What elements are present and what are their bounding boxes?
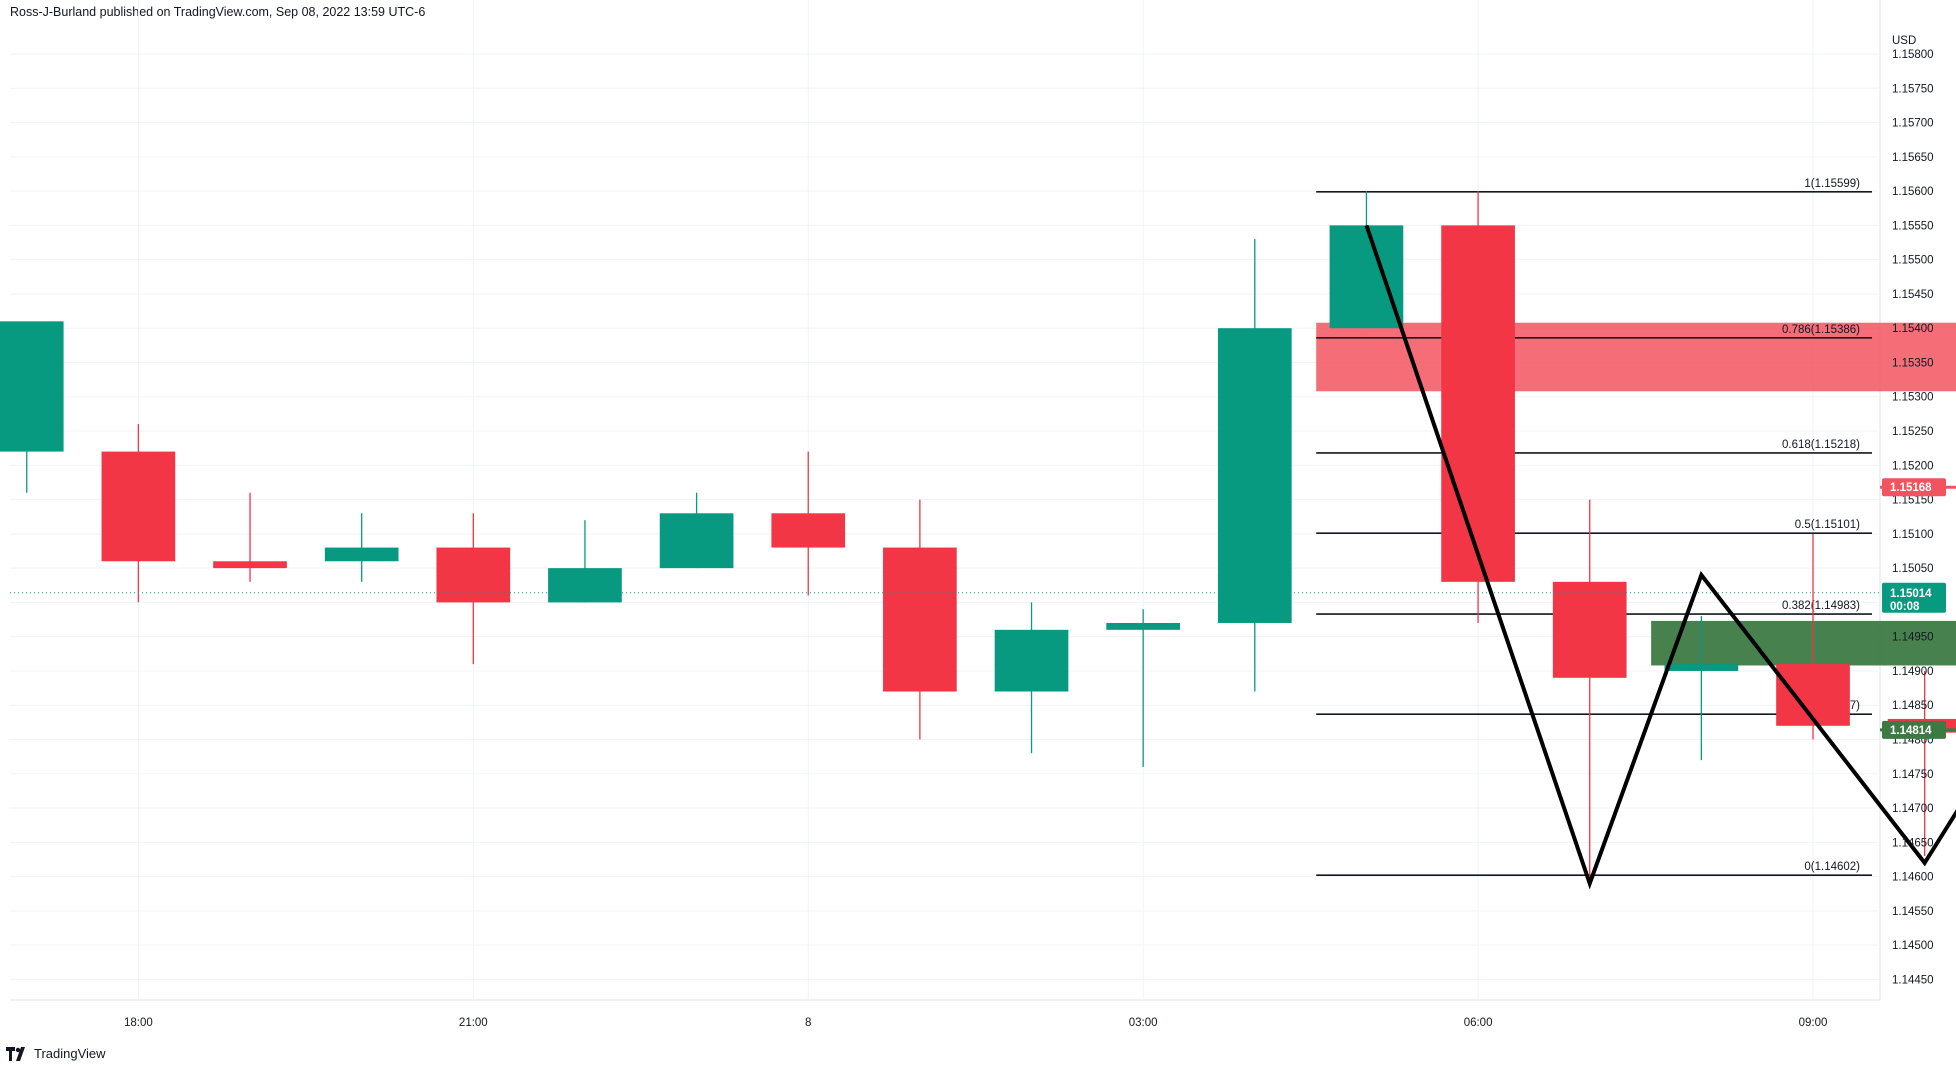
current-price-label: 1.15014	[1890, 588, 1932, 600]
fib-level-label: 0.618(1.15218)	[1782, 439, 1860, 451]
price-tick-label: 1.15250	[1892, 426, 1934, 438]
time-tick-label: 8	[805, 1017, 811, 1029]
time-tick-label: 03:00	[1129, 1017, 1158, 1029]
grid-lines	[10, 0, 1881, 1001]
candle-body	[548, 568, 622, 603]
resistance-price-badge	[1882, 478, 1946, 497]
current-price-badge	[1882, 582, 1946, 613]
candle-body	[436, 547, 511, 603]
fib-level-label: 1(1.15599)	[1804, 178, 1860, 190]
candle-body	[994, 629, 1069, 692]
price-tick-label: 1.15150	[1892, 495, 1934, 507]
candle-body	[324, 547, 399, 562]
candle-body	[1329, 225, 1404, 329]
candle-body	[1664, 664, 1739, 671]
price-tick-label: 1.15800	[1892, 49, 1934, 61]
price-tick-label: 1.15550	[1892, 220, 1934, 232]
price-tick-label: 1.14450	[1892, 974, 1934, 986]
candle-body	[213, 561, 287, 569]
fib-level-label: 0.382(1.14983)	[1782, 600, 1860, 612]
price-tick-label: 1.15200	[1892, 460, 1934, 472]
price-tick-label: 1.14700	[1892, 803, 1934, 815]
price-tick-label: 1.14600	[1892, 872, 1934, 884]
price-tick-label: 1.14950	[1892, 632, 1934, 644]
price-tick-label: 1.15300	[1892, 392, 1934, 404]
time-axis: 18:0021:00803:0006:0009:0012:0015:0018:0…	[124, 1017, 1828, 1029]
projection-drawing	[1364, 224, 1956, 890]
price-tick-label: 1.15050	[1892, 563, 1934, 575]
tradingview-logo-icon	[6, 1046, 25, 1061]
candle-body	[883, 547, 957, 692]
support-price-badge-label: 1.14814	[1890, 725, 1932, 737]
price-tick-label: 1.15500	[1892, 255, 1934, 267]
horizontal-levels	[10, 485, 1956, 732]
fib-level-label: 0.5(1.15101)	[1795, 519, 1860, 531]
current-price-countdown: 00:08	[1890, 601, 1920, 613]
chart-header: Ross-J-Burland published on TradingView.…	[10, 5, 426, 19]
price-tick-label: 1.15750	[1892, 83, 1934, 95]
price-tick-label: 1.15650	[1892, 152, 1934, 164]
time-tick-label: 09:00	[1799, 1017, 1828, 1029]
candle-body	[1106, 622, 1181, 630]
fib-level-label: 0(1.14602)	[1804, 861, 1860, 873]
time-tick-label: 06:00	[1464, 1017, 1493, 1029]
time-tick-label: 21:00	[459, 1017, 488, 1029]
support-price-badge	[1882, 720, 1946, 739]
candle-body	[1776, 664, 1850, 726]
resistance-price-badge-label: 1.15168	[1890, 482, 1932, 494]
currency-label: USD	[1892, 35, 1916, 47]
price-tick-label: 1.15350	[1892, 357, 1934, 369]
price-axis: 1.15800 1.15750 1.15700 1.15650 1.15600 1.155…	[1882, 35, 1946, 986]
price-tick-label: 1.15700	[1892, 118, 1934, 130]
fib-level-label: 0.786(1.15386)	[1782, 324, 1860, 336]
supply-zone	[1316, 322, 1956, 392]
candle-body	[1217, 328, 1292, 623]
projection-zigzag-line	[1364, 224, 1956, 890]
tradingview-branding: TradingView	[6, 1046, 106, 1061]
price-tick-label: 1.15450	[1892, 289, 1934, 301]
price-tick-label: 1.14500	[1892, 940, 1934, 952]
price-tick-label: 1.14750	[1892, 769, 1934, 781]
price-tick-label: 1.14850	[1892, 700, 1934, 712]
price-tick-label: 1.15600	[1892, 186, 1934, 198]
time-tick-label: 18:00	[124, 1017, 153, 1029]
candle-body	[659, 513, 734, 569]
candle-body	[1552, 581, 1627, 678]
price-tick-label: 1.14550	[1892, 906, 1934, 918]
brand-name: TradingView	[34, 1046, 106, 1061]
price-tick-label: 1.15100	[1892, 529, 1934, 541]
candle-body	[1441, 225, 1515, 582]
candle-body	[101, 451, 176, 562]
price-tick-label: 1.14650	[1892, 837, 1934, 849]
candle-body	[771, 513, 846, 548]
price-tick-label: 1.14900	[1892, 666, 1934, 678]
price-tick-label: 1.15400	[1892, 323, 1934, 335]
candle-body	[0, 321, 64, 452]
